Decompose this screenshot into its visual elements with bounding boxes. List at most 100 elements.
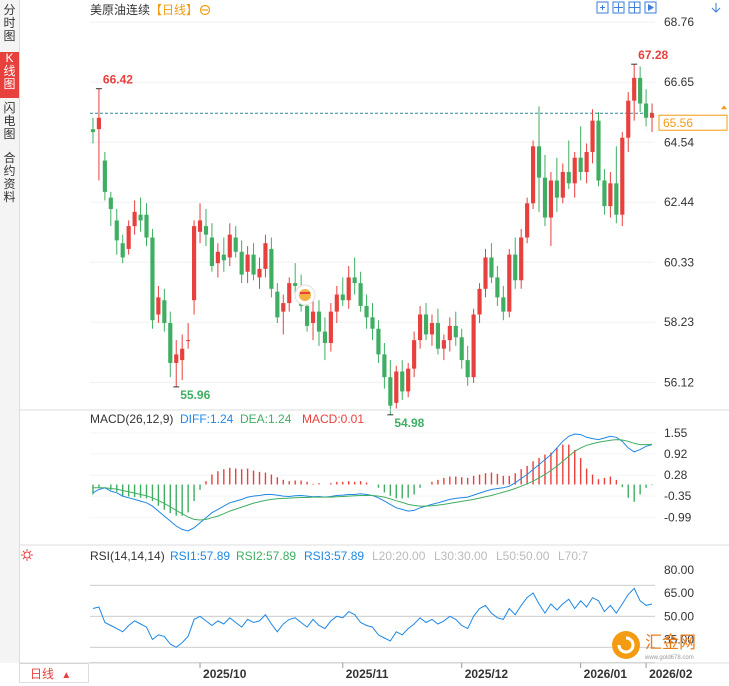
grid-layout-icon[interactable] [628, 1, 641, 14]
instrument-name: 美原油连续 [90, 2, 150, 17]
export-icon[interactable] [711, 3, 721, 13]
candle-body [596, 120, 601, 181]
candle-body [542, 177, 548, 218]
candle-body [394, 371, 399, 403]
candle-body [191, 226, 197, 301]
candle-body [209, 237, 215, 267]
annotation-low-left: 55.96 [180, 388, 210, 402]
settings-icon[interactable] [199, 4, 211, 16]
candle-body [447, 325, 452, 341]
candle-body [548, 180, 554, 218]
crosshair-icon[interactable] [612, 1, 625, 14]
candle-body [417, 314, 423, 341]
candle-body [459, 337, 464, 361]
candle-body [412, 340, 417, 369]
candle-body [156, 297, 161, 315]
period-label: 日线 [30, 667, 55, 681]
macd-tick-label: 0.92 [664, 447, 688, 461]
tab-timeshare[interactable]: 分时图 [3, 3, 16, 43]
candle-body [376, 328, 381, 355]
candle-body [215, 251, 220, 264]
macd-tick-label: 1.55 [664, 426, 688, 440]
date-tick-label: 2025/10 [203, 667, 247, 681]
candle-body [174, 354, 179, 363]
tab-contract-info[interactable]: 合约资料 [3, 151, 16, 204]
annotation-low-mid: 54.98 [394, 416, 424, 430]
candle-body [120, 243, 125, 258]
macd-legend-item: DEA:1.24 [240, 412, 292, 426]
rsi-tick-label: 35.00 [664, 633, 694, 647]
rsi-legend-item: RSI3:57.89 [304, 549, 364, 563]
macd-tick-label: 0.28 [664, 468, 688, 482]
price-tick-label: 60.33 [664, 255, 694, 269]
date-axis: 2025/10 2025/11 2025/12 2026/01 2026/02 [199, 663, 693, 681]
candle-body [275, 291, 280, 318]
candle-body [584, 151, 589, 172]
candle-body [304, 305, 310, 326]
date-tick-label: 2026/02 [649, 667, 693, 681]
candle-body [96, 117, 102, 130]
candle-body [108, 197, 113, 209]
main-grid [90, 21, 655, 383]
rsi-legend-item: RSI2:57.89 [236, 549, 296, 563]
candle-body [346, 277, 351, 301]
price-tick-label: 58.23 [664, 315, 694, 329]
price-tick-label: 62.44 [664, 195, 694, 209]
rsi-tick-label: 65.00 [664, 586, 694, 600]
candle-body [310, 311, 316, 324]
candle-body [513, 254, 518, 281]
candle-body [352, 277, 357, 284]
candle-body [501, 297, 506, 312]
candle-body [328, 311, 333, 343]
annotation-high-right: 67.28 [638, 48, 668, 62]
tab-flash[interactable]: 闪电图 [3, 101, 16, 141]
rsi-line [92, 587, 653, 648]
candle-body [626, 100, 631, 138]
candle-body [197, 220, 203, 232]
fit-screen-icon[interactable] [596, 1, 609, 14]
rsi-legend-item: L50:50.00 [496, 549, 550, 563]
sun-icon[interactable] [21, 549, 33, 561]
price-tick-label: 68.76 [664, 15, 694, 29]
candle-body [602, 180, 607, 207]
candle-body [186, 340, 191, 342]
candle-body [495, 277, 500, 298]
candle-body [441, 340, 446, 349]
period-tag: 【日线】 [150, 3, 198, 17]
candle-body [370, 317, 375, 329]
rsi-title: RSI(14,14,14) [90, 549, 165, 563]
candle-body [221, 254, 226, 261]
rsi-plot [92, 587, 653, 648]
candle-body [566, 171, 571, 184]
candle-body [263, 243, 268, 269]
price-axis: 68.76 66.65 64.54 62.44 60.33 58.23 56.12 65.56 [658, 15, 728, 389]
tab-kline[interactable]: K线图 [0, 52, 19, 98]
candle-body [638, 77, 643, 104]
candle-body [465, 360, 470, 378]
candle-body [388, 377, 393, 406]
macd-dea-line [93, 439, 653, 521]
candle-body [287, 283, 292, 304]
rsi-legend: RSI(14,14,14) RSI1:57.89 RSI2:57.89 RSI3:57… [90, 549, 588, 563]
triangle-right-icon[interactable] [644, 1, 657, 14]
annotation-high-left: 66.42 [103, 73, 133, 87]
candle-body [162, 300, 167, 324]
candle-body [429, 323, 435, 335]
candle-body [322, 331, 328, 343]
candle-body [358, 283, 363, 306]
date-tick-label: 2025/11 [346, 667, 389, 681]
macd-tick-label: -0.35 [664, 489, 692, 503]
candle-body [489, 257, 494, 278]
rsi-axis: 80.00 65.00 50.00 35.00 [90, 563, 694, 664]
rsi-tick-label: 80.00 [664, 563, 694, 577]
candle-body [530, 146, 536, 204]
candle-body [114, 220, 119, 241]
rsi-tick-label: 50.00 [664, 609, 694, 623]
candle-body [471, 314, 476, 378]
watermark-logo: 汇金网 www.gold678.com [612, 631, 696, 661]
last-price-box [658, 114, 728, 131]
candle-body [269, 248, 274, 289]
candle-body [400, 371, 405, 392]
price-annotations: 66.42 55.96 54.98 67.28 [95, 48, 669, 430]
